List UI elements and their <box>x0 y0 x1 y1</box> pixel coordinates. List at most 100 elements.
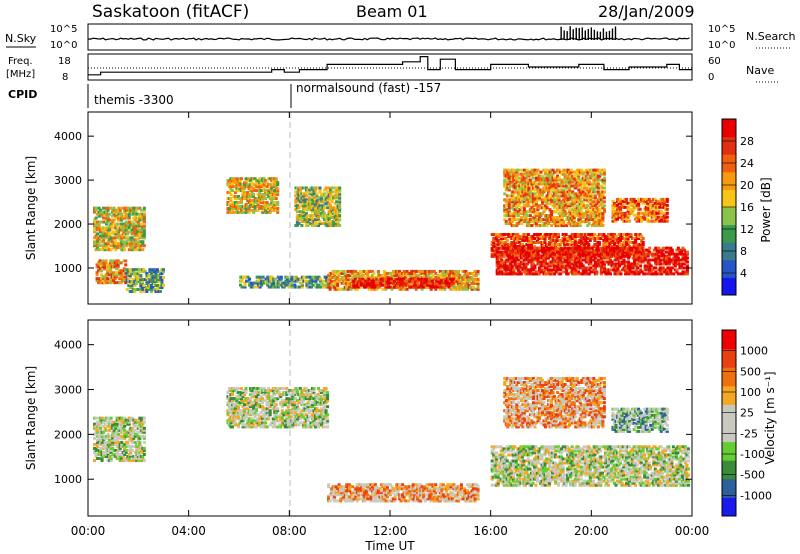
echo-cell <box>580 262 584 266</box>
echo-cell <box>556 168 560 172</box>
echo-cell <box>138 218 142 222</box>
echo-cell <box>118 242 122 246</box>
echo-cell <box>310 208 314 212</box>
echo-cell <box>566 190 570 194</box>
echo-cell <box>562 214 566 218</box>
echo-cell <box>614 236 618 240</box>
echo-cell <box>298 216 302 220</box>
echo-cell <box>118 222 122 226</box>
echo-cell <box>581 172 585 176</box>
echo-cell <box>534 254 538 258</box>
echo-cell <box>605 272 609 276</box>
echo-cell <box>583 204 587 208</box>
echo-cell <box>106 281 110 285</box>
echo-cell <box>149 285 153 289</box>
echo-cell <box>241 195 245 199</box>
echo-cell <box>639 252 643 256</box>
echo-cell <box>411 275 415 279</box>
echo-cell <box>569 235 573 239</box>
echo-cell <box>605 242 609 246</box>
echo-cell <box>398 287 402 291</box>
echo-cell <box>244 193 248 197</box>
echo-cell <box>569 238 573 242</box>
echo-cell <box>304 206 308 210</box>
echo-cell <box>243 197 247 201</box>
echo-cell <box>572 194 576 198</box>
echo-cell <box>115 273 119 277</box>
echo-cell <box>507 208 511 212</box>
echo-cell <box>520 244 524 248</box>
echo-cell <box>504 172 508 176</box>
echo-cell <box>253 198 257 202</box>
echo-cell <box>522 204 526 208</box>
echo-cell <box>327 279 331 283</box>
echo-cell <box>515 224 519 228</box>
echo-cell <box>524 212 528 216</box>
echo-cell <box>620 235 624 239</box>
echo-cell <box>518 264 522 268</box>
echo-cell <box>253 189 257 193</box>
echo-cell <box>542 236 546 240</box>
echo-cell <box>136 234 140 238</box>
echo-cell <box>112 275 116 279</box>
echo-cell <box>94 222 98 226</box>
echo-cell <box>138 248 142 252</box>
echo-cell <box>507 242 511 246</box>
echo-cell <box>669 248 673 252</box>
echo-cell <box>676 272 680 276</box>
echo-cell <box>681 258 685 262</box>
echo-cell <box>566 222 570 226</box>
echo-cell <box>296 285 300 289</box>
echo-cell <box>522 238 526 242</box>
echo-cell <box>559 272 563 276</box>
echo-cell <box>102 212 106 216</box>
echo-cell <box>527 252 531 256</box>
echo-cell <box>392 275 396 279</box>
echo-cell <box>456 269 460 273</box>
echo-cell <box>247 200 251 204</box>
echo-cell <box>410 283 414 287</box>
echo-cell <box>512 174 516 178</box>
echo-cell <box>682 248 686 252</box>
echo-cell <box>111 220 115 224</box>
echo-cell <box>290 275 294 279</box>
echo-cell <box>543 238 547 242</box>
echo-cell <box>685 252 689 256</box>
echo-cell <box>337 287 341 291</box>
echo-cell <box>548 242 552 246</box>
echo-cell <box>646 268 650 272</box>
echo-cell <box>566 168 570 172</box>
echo-cell <box>528 200 532 204</box>
noise-left-tick-bottom: 10^0 <box>50 40 77 51</box>
echo-cell <box>667 260 671 264</box>
echo-cell <box>637 244 641 248</box>
echo-cell <box>525 236 529 240</box>
echo-cell <box>139 276 143 280</box>
echo-cell <box>509 180 513 184</box>
echo-cell <box>501 233 505 237</box>
echo-cell <box>309 222 313 226</box>
echo-cell <box>551 184 555 188</box>
echo-cell <box>547 174 551 178</box>
echo-cell <box>543 246 547 250</box>
echo-cell <box>130 220 134 224</box>
echo-cell <box>563 198 567 202</box>
echo-cell <box>332 196 336 200</box>
echo-cell <box>518 248 522 252</box>
echo-cell <box>105 234 109 238</box>
echo-cell <box>124 212 128 216</box>
echo-cell <box>371 281 375 285</box>
echo-cell <box>148 285 152 289</box>
echo-cell <box>546 250 550 254</box>
echo-cell <box>102 236 106 240</box>
echo-cell <box>327 198 331 202</box>
echo-cell <box>631 246 635 250</box>
echo-cell <box>259 189 263 193</box>
echo-cell <box>512 170 516 174</box>
echo-cell <box>569 204 573 208</box>
echo-cell <box>124 220 128 224</box>
echo-cell <box>127 222 131 226</box>
echo-cell <box>495 248 499 252</box>
echo-cell <box>636 266 640 270</box>
echo-cell <box>414 275 418 279</box>
